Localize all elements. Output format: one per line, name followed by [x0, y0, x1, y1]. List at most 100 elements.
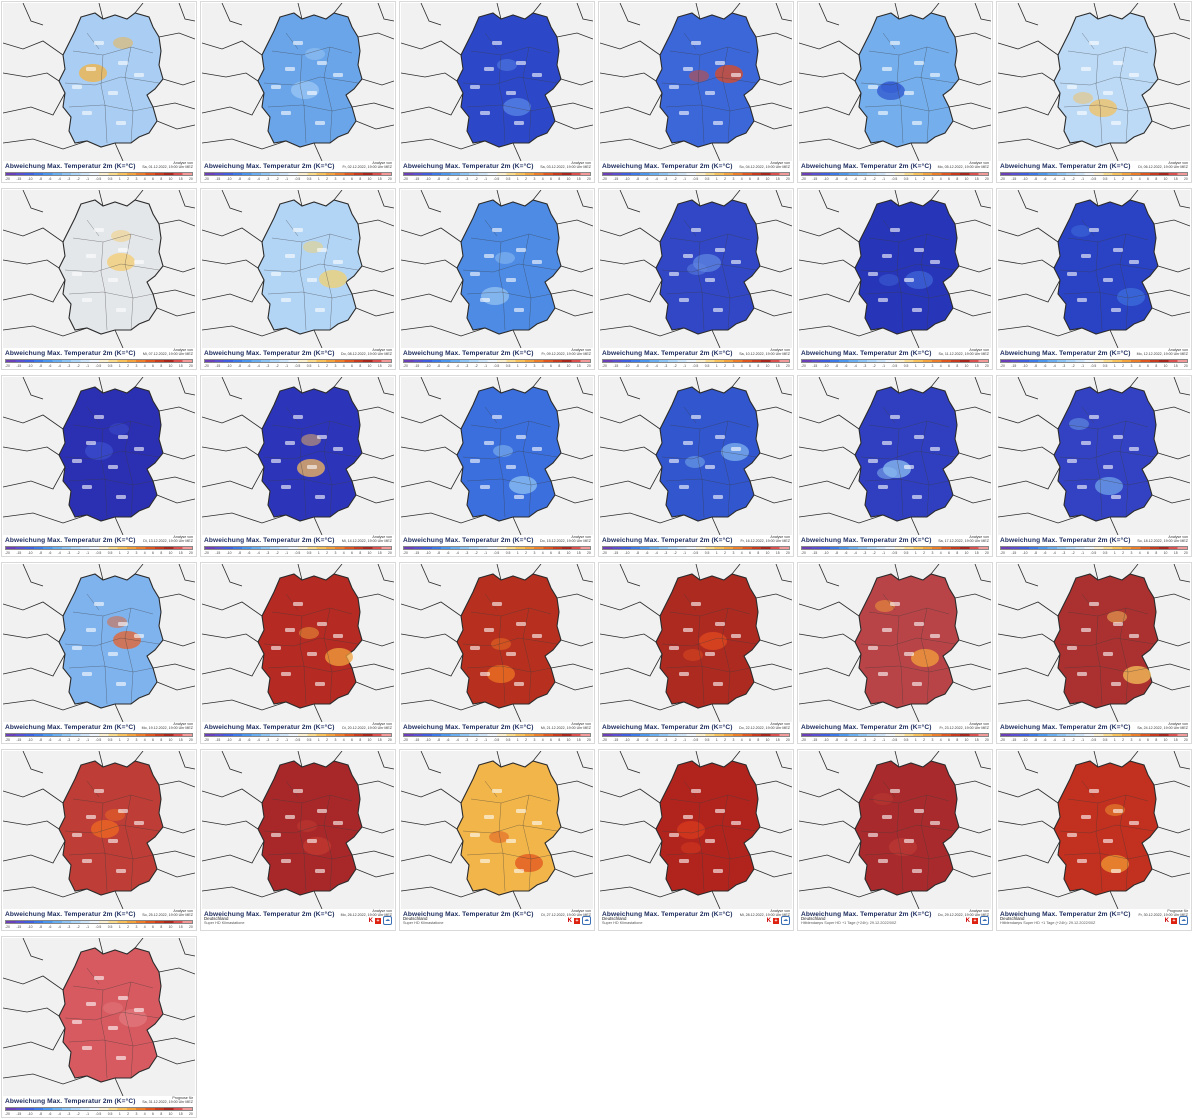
colorbar-tick: 10 — [766, 738, 770, 743]
swiss-cross-icon: + — [574, 918, 580, 924]
model-note: Hitblendaeps Super HD +1 Tage (+24h): 29… — [1000, 921, 1095, 925]
colorbar-tick: 15 — [975, 551, 979, 556]
colorbar-tick: -15 — [613, 364, 618, 369]
colorbar-tick: 8 — [1155, 364, 1157, 369]
colorbar-tick: -6 — [844, 177, 847, 182]
colorbar-tick: -0.5 — [692, 551, 698, 556]
colorbar-tick: -0.5 — [493, 551, 499, 556]
colorbar-tick: -4 — [456, 364, 459, 369]
panel-title: Abweichung Max. Temperatur 2m (K=°C) — [801, 163, 932, 170]
colorbar-tick: 8 — [956, 738, 958, 743]
colorbar-tick: -4 — [58, 177, 61, 182]
colorbar-tick: 2 — [127, 738, 129, 743]
temperature-anomaly-map — [799, 377, 991, 535]
logos: K+☁ — [568, 916, 591, 925]
colorbar-tick: 6 — [948, 738, 950, 743]
map-svg — [998, 564, 1190, 722]
panel-date: Analyse vonDo, 15.12.2022, 19:00 Uhr MEZ — [540, 535, 591, 543]
colorbar-tick: 1 — [1114, 177, 1116, 182]
panel-title: Abweichung Max. Temperatur 2m (K=°C) — [1000, 350, 1131, 357]
colorbar — [801, 546, 989, 550]
colorbar — [204, 546, 392, 550]
panel-title: Abweichung Max. Temperatur 2m (K=°C) — [801, 537, 932, 544]
panel-date-value: Sa, 01.12.2022, 19:00 Uhr MEZ — [142, 165, 193, 169]
colorbar-tick: 3 — [931, 177, 933, 182]
temperature-anomaly-map — [3, 3, 195, 161]
map-svg — [600, 3, 792, 161]
colorbar-tick: -3 — [67, 925, 70, 930]
colorbar-tick: 1 — [1114, 364, 1116, 369]
colorbar-tick: -10 — [426, 364, 431, 369]
colorbar-tick: -1 — [683, 177, 686, 182]
colorbar-tick: 8 — [359, 364, 361, 369]
swiss-cross-icon: + — [773, 918, 779, 924]
weather-logo-icon: ☁ — [582, 916, 591, 925]
panel-title: Abweichung Max. Temperatur 2m (K=°C) — [5, 911, 136, 918]
temperature-anomaly-map — [3, 377, 195, 535]
colorbar-ticks: -20-15-10-8-6-4-3-2-1-0.50.5123468101520 — [204, 364, 392, 369]
colorbar-tick: 2 — [525, 551, 527, 556]
panel-title: Abweichung Max. Temperatur 2m (K=°C) — [1000, 163, 1131, 170]
colorbar-tick: 15 — [179, 177, 183, 182]
colorbar-tick: -8 — [636, 738, 639, 743]
colorbar-tick: -6 — [48, 925, 51, 930]
colorbar-tick: 4 — [1139, 551, 1141, 556]
colorbar-tick: 20 — [985, 738, 989, 743]
colorbar-tick: 20 — [1184, 551, 1188, 556]
colorbar-tick: 8 — [558, 364, 560, 369]
temperature-anomaly-map — [3, 938, 195, 1096]
colorbar-tick: 3 — [533, 364, 535, 369]
colorbar-tick: -3 — [1062, 551, 1065, 556]
colorbar-tick: -15 — [414, 364, 419, 369]
colorbar-tick: -15 — [16, 364, 21, 369]
colorbar-tick: -8 — [39, 364, 42, 369]
colorbar-tick: 2 — [724, 177, 726, 182]
colorbar-tick: 0.5 — [705, 364, 710, 369]
colorbar-tick: -2 — [1072, 364, 1075, 369]
colorbar-tick: -1 — [1081, 551, 1084, 556]
colorbar-tick: -1 — [86, 925, 89, 930]
colorbar-tick: 0.5 — [108, 925, 113, 930]
colorbar-tick: 20 — [388, 177, 392, 182]
colorbar-tick: -2 — [77, 738, 80, 743]
colorbar-tick: -15 — [16, 925, 21, 930]
colorbar-tick: 20 — [587, 364, 591, 369]
colorbar — [602, 172, 790, 176]
colorbar-tick: 10 — [169, 551, 173, 556]
colorbar-tick: 4 — [940, 551, 942, 556]
colorbar-tick: -8 — [1034, 738, 1037, 743]
colorbar-tick: -4 — [655, 364, 658, 369]
colorbar-tick: -4 — [854, 364, 857, 369]
colorbar-tick: -20 — [602, 177, 607, 182]
colorbar-tick: -0.5 — [891, 177, 897, 182]
panel-title: Abweichung Max. Temperatur 2m (K=°C) — [403, 537, 534, 544]
map-svg — [401, 751, 593, 909]
colorbar-tick: -4 — [257, 551, 260, 556]
weather-logo-icon: ☁ — [980, 916, 989, 925]
colorbar-ticks: -20-15-10-8-6-4-3-2-1-0.50.5123468101520 — [602, 551, 790, 556]
colorbar-tick: 4 — [144, 177, 146, 182]
colorbar-tick: -3 — [664, 177, 667, 182]
colorbar-tick: -15 — [414, 551, 419, 556]
colorbar-ticks: -20-15-10-8-6-4-3-2-1-0.50.5123468101520 — [1000, 738, 1188, 743]
ks-logo-icon: K — [1165, 918, 1169, 924]
colorbar-tick: 6 — [550, 738, 552, 743]
colorbar-tick: -2 — [873, 364, 876, 369]
colorbar-tick: -0.5 — [294, 364, 300, 369]
colorbar-tick: 0.5 — [506, 738, 511, 743]
colorbar-tick: 6 — [550, 551, 552, 556]
colorbar-tick: -15 — [812, 551, 817, 556]
colorbar-tick: -6 — [446, 364, 449, 369]
weather-logo-icon: ☁ — [781, 916, 790, 925]
colorbar-tick: -15 — [215, 364, 220, 369]
colorbar-tick: 20 — [388, 551, 392, 556]
colorbar-tick: 3 — [135, 177, 137, 182]
colorbar — [5, 1107, 193, 1111]
colorbar-tick: -3 — [266, 738, 269, 743]
panel-date-value: Fr, 16.12.2022, 19:00 Uhr MEZ — [740, 539, 790, 543]
colorbar-tick: 6 — [948, 177, 950, 182]
panel-footer: DeutschlandHitblendaeps Super HD +1 Tage… — [1000, 916, 1188, 930]
colorbar-tick: -1 — [882, 364, 885, 369]
colorbar-tick: -8 — [835, 177, 838, 182]
colorbar-tick: -3 — [863, 364, 866, 369]
